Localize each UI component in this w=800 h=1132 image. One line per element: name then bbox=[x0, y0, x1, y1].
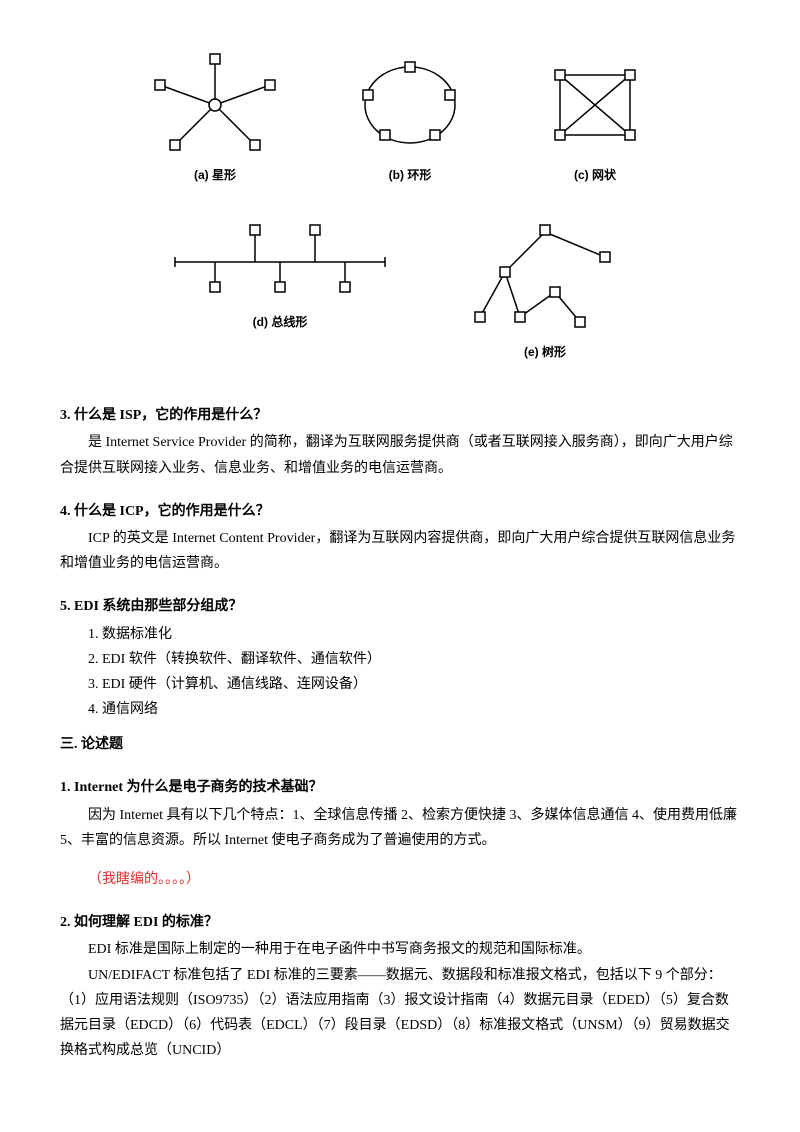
mesh-topology-svg bbox=[535, 50, 655, 160]
q5-heading: 5. EDI 系统由那些部分组成？ bbox=[60, 594, 740, 619]
q5-item-4: 4. 通信网络 bbox=[88, 697, 740, 722]
tree-label: (e) 树形 bbox=[455, 342, 635, 364]
diagram-tree: (e) 树形 bbox=[455, 217, 635, 364]
mesh-label: (c) 网状 bbox=[535, 165, 655, 187]
diagram-mesh: (c) 网状 bbox=[535, 50, 655, 187]
tree-topology-svg bbox=[455, 217, 635, 337]
diagram-bus: (d) 总线形 bbox=[165, 217, 395, 364]
section3-heading: 三. 论述题 bbox=[60, 732, 740, 757]
bus-label: (d) 总线形 bbox=[165, 312, 395, 334]
q5-item-2: 2. EDI 软件（转换软件、翻译软件、通信软件） bbox=[88, 647, 740, 672]
diagram-ring: (b) 环形 bbox=[345, 50, 475, 187]
s3-q2-p2: UN/EDIFACT 标准包括了 EDI 标准的三要素——数据元、数据段和标准报… bbox=[60, 963, 740, 1064]
topology-diagrams: (a) 星形 (b) 环形 bbox=[60, 50, 740, 363]
ring-label: (b) 环形 bbox=[345, 165, 475, 187]
q3-body: 是 Internet Service Provider 的简称，翻译为互联网服务… bbox=[60, 430, 740, 480]
bus-topology-svg bbox=[165, 217, 395, 307]
diagram-star: (a) 星形 bbox=[145, 50, 285, 187]
s3-q1-body: 因为 Internet 具有以下几个特点：1、全球信息传播 2、检索方便快捷 3… bbox=[60, 803, 740, 853]
s3-q2-p1: EDI 标准是国际上制定的一种用于在电子函件中书写商务报文的规范和国际标准。 bbox=[60, 937, 740, 962]
s3-q2-heading: 2. 如何理解 EDI 的标准？ bbox=[60, 910, 740, 935]
q3-heading: 3. 什么是 ISP，它的作用是什么？ bbox=[60, 403, 740, 428]
q4-heading: 4. 什么是 ICP，它的作用是什么？ bbox=[60, 499, 740, 524]
star-topology-svg bbox=[145, 50, 285, 160]
q5-item-3: 3. EDI 硬件（计算机、通信线路、连网设备） bbox=[88, 672, 740, 697]
s3-q1-note: （我瞎编的。。。。） bbox=[60, 867, 740, 892]
ring-topology-svg bbox=[345, 50, 475, 160]
star-label: (a) 星形 bbox=[145, 165, 285, 187]
q5-item-1: 1. 数据标准化 bbox=[88, 622, 740, 647]
q4-body: ICP 的英文是 Internet Content Provider，翻译为互联… bbox=[60, 526, 740, 576]
s3-q1-heading: 1. Internet 为什么是电子商务的技术基础？ bbox=[60, 775, 740, 800]
